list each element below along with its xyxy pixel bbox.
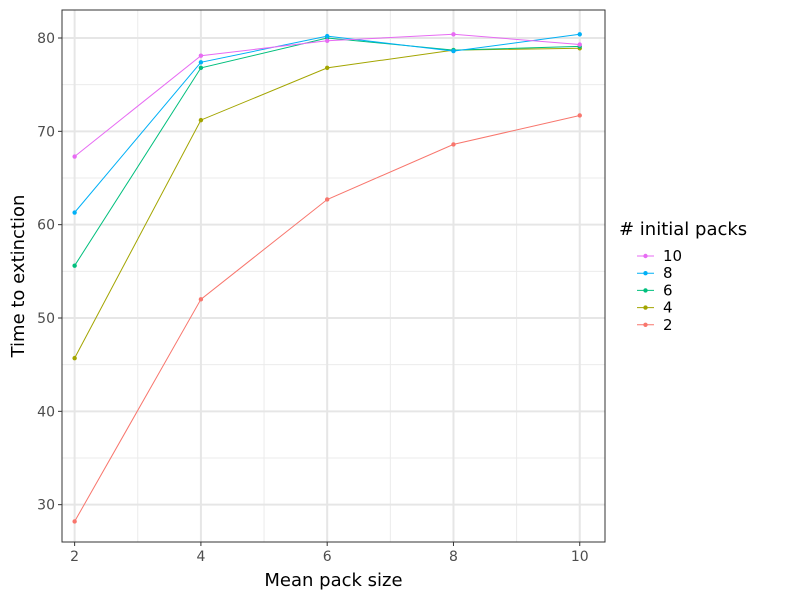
legend-key-point-2: [643, 322, 648, 327]
x-tick-label: 10: [571, 549, 589, 565]
legend-title: # initial packs: [619, 219, 747, 240]
x-axis: 2 4 6 8 10: [70, 542, 589, 565]
data-point-8: [577, 32, 582, 37]
minor-gridlines: [62, 10, 605, 542]
y-tick-label: 70: [37, 124, 55, 140]
legend-label-4: 4: [663, 299, 673, 317]
data-point-6: [198, 65, 204, 71]
y-tick-label: 40: [37, 404, 55, 420]
y-tick-label: 50: [37, 311, 55, 327]
data-point-8: [198, 60, 204, 65]
legend-key-point-4: [643, 305, 648, 310]
data-point-10: [451, 32, 456, 37]
legend-key-point-10: [643, 253, 648, 259]
y-tick-label: 80: [37, 31, 55, 47]
y-tick-label: 60: [37, 218, 55, 234]
data-point-2: [451, 142, 456, 147]
legend-label-10: 10: [663, 247, 682, 265]
data-point-4: [198, 117, 204, 123]
x-tick-label: 2: [70, 549, 79, 565]
plot-area: [61, 9, 606, 543]
panel-border: [61, 9, 606, 543]
legend-key-point-6: [643, 288, 648, 293]
data-point-8: [324, 33, 330, 39]
data-point-8: [451, 48, 456, 54]
y-axis: 30 40 50 60 70 80: [37, 31, 62, 514]
y-tick-label: 30: [37, 498, 55, 514]
data-point-4: [72, 355, 77, 361]
data-point-2: [198, 297, 204, 302]
data-point-2: [577, 113, 582, 118]
data-point-2: [324, 197, 330, 202]
data-point-2: [72, 519, 77, 524]
data-point-6: [72, 263, 77, 268]
data-point-10: [72, 154, 77, 159]
legend-key-point-8: [643, 271, 648, 276]
y-axis-title: Time to extinction: [8, 195, 29, 359]
data-point-10: [577, 42, 582, 47]
legend-label-2: 2: [663, 316, 673, 334]
x-tick-label: 8: [449, 549, 458, 565]
data-point-8: [72, 210, 77, 215]
data-point-10: [198, 53, 204, 58]
x-tick-label: 4: [196, 549, 205, 565]
major-gridlines: [62, 10, 605, 542]
x-tick-label: 6: [323, 549, 332, 565]
series-layer: [72, 32, 582, 524]
data-point-4: [324, 65, 330, 71]
legend-label-8: 8: [663, 264, 673, 282]
data-point-10: [324, 38, 330, 43]
legend-label-6: 6: [663, 281, 673, 299]
x-axis-title: Mean pack size: [264, 570, 402, 591]
